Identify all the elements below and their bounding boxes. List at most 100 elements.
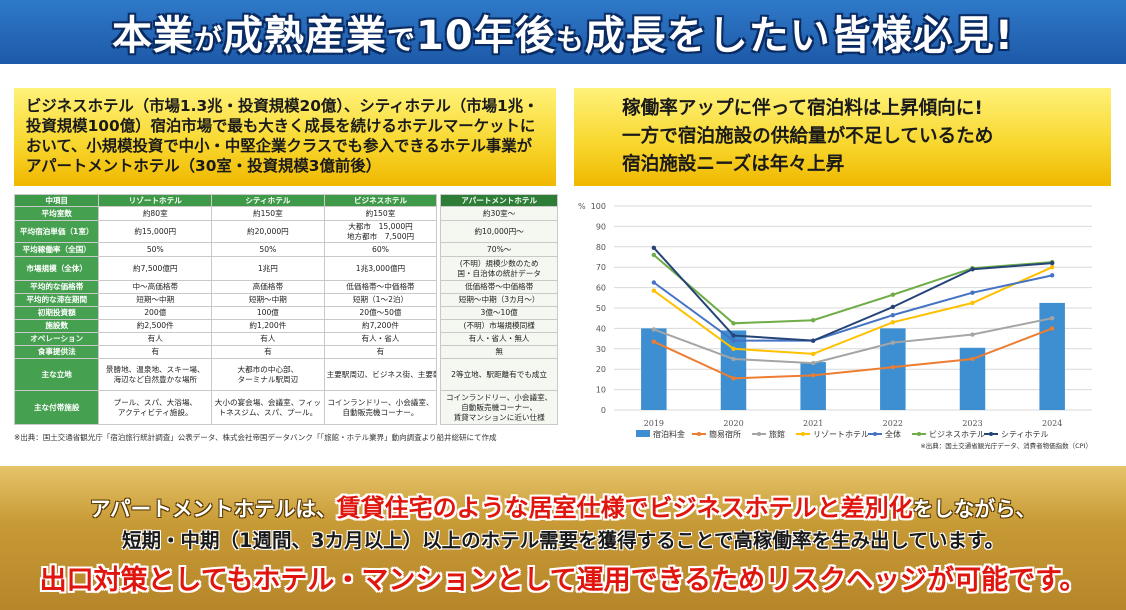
table-cell: 約80室 bbox=[98, 206, 213, 221]
table-cell: 約150室 bbox=[323, 206, 438, 221]
table-cell: 有 bbox=[211, 345, 325, 359]
series-point bbox=[890, 304, 896, 310]
table-row: 初期投資額 200億 100億 20億〜50億 3億〜10億 bbox=[13, 306, 558, 320]
series-point bbox=[970, 267, 975, 272]
table-cell: (不明）市場規模同様 bbox=[440, 319, 558, 333]
bottom-line-1c: をしながら、 bbox=[912, 497, 1037, 521]
table-cell: 有人 bbox=[211, 332, 325, 346]
y-tick-label: 100 bbox=[591, 202, 606, 211]
bottom-line-3: 出口対策としてもホテル・マンションとして運用できるためリスクヘッジが可能です。 bbox=[39, 565, 1087, 596]
table-row-header: 施設数 bbox=[13, 319, 100, 333]
table-cell: プール、スパ、大浴場、 アクティビティ施設。 bbox=[98, 390, 213, 425]
table-cell: 約15,000円 bbox=[98, 220, 213, 243]
y-tick-label: 80 bbox=[596, 243, 606, 252]
table-cell: 約7,500億円 bbox=[98, 256, 213, 281]
right-heading-box: 稼働率アップに伴って宿泊料は上昇傾向に! 一方で宿泊施設の供給量が不足しているた… bbox=[574, 88, 1111, 186]
table-cell: 有人・省人 bbox=[323, 332, 438, 346]
table-header-cell: シティホテル bbox=[211, 194, 325, 207]
x-tick-label: 2021 bbox=[803, 419, 823, 428]
table-header-cell: 中項目 bbox=[13, 194, 100, 207]
table-cell: 主要駅周辺、ビジネス街、主要幹 bbox=[323, 358, 438, 391]
table-cell: (不明）規模少数のため 国・自治体の統計データ bbox=[440, 256, 558, 281]
table-cell: 2等立地、駅距離有でも成立 bbox=[440, 358, 558, 391]
series-point bbox=[731, 333, 736, 338]
hotel-comparison-table: 中項目 リゾートホテル シティホテル ビジネスホテル アパートメントホテル 平均… bbox=[13, 194, 558, 425]
left-source-note: ※出典：国土交通省観光庁「宿泊旅行統計調査」公表データ、株式会社帝国データバンク… bbox=[14, 433, 497, 442]
table-cell: 約20,000円 bbox=[211, 220, 325, 243]
chart-source-note: ※出典：国土交通省観光庁データ、消費者物価指数（CPI） bbox=[920, 441, 1092, 450]
bottom-line-2: 短期・中期（1週間、3カ月以上）以上のホテル需要を獲得することで高稼働率を生み出… bbox=[121, 529, 1005, 552]
series-point bbox=[1049, 273, 1055, 278]
series-point bbox=[1049, 316, 1055, 321]
table-row: 主な立地 景勝地、温泉地、スキー場、 海辺など自然豊かな場所 大都市の中心部、 ターミナ… bbox=[13, 358, 558, 391]
table-cell: コインランドリー、小会議室、 自動販売機コーナー。 bbox=[323, 390, 438, 425]
table-row: オペレーション 有人 有人 有人・省人 有人・省人・無人 bbox=[13, 332, 558, 346]
right-heading-line: 一方で宿泊施設の供給量が不足しているため bbox=[622, 126, 994, 147]
table-row-header: 主な立地 bbox=[13, 358, 100, 391]
series-point bbox=[1049, 326, 1055, 331]
banner-text-8: をしたい皆様必見! bbox=[666, 13, 1014, 59]
series-line bbox=[653, 327, 1053, 380]
table-header-cell: アパートメントホテル bbox=[440, 194, 558, 207]
bottom-banner: アパートメントホテルは、賃貸住宅のような居室仕様でビジネスホテルと差別化をしなが… bbox=[0, 466, 1126, 610]
table-row-header: 平均室数 bbox=[13, 206, 100, 221]
series-point bbox=[731, 376, 736, 381]
chart-svg: 0 10 20 30 40 50 60 70 80 90 100% 2019 2020 2021 2022 2… bbox=[578, 202, 1092, 450]
series-point bbox=[810, 318, 816, 323]
legend-label: ビジネスホテル bbox=[929, 430, 985, 439]
series-line bbox=[653, 274, 1053, 342]
legend-label: 旅館 bbox=[769, 429, 785, 439]
series-point bbox=[651, 245, 657, 251]
table-cell: 低価格帯〜中価格帯 bbox=[440, 280, 558, 294]
y-tick-label: 90 bbox=[596, 222, 606, 231]
table-cell: 有 bbox=[323, 345, 438, 359]
series-point bbox=[810, 360, 816, 366]
left-intro-box: ビジネスホテル（市場1.3兆・投資規模20億）、シティホテル（市場1兆・ 投資規… bbox=[14, 88, 556, 186]
table-cell: 3億〜10億 bbox=[440, 306, 558, 320]
legend-label: 簡易宿所 bbox=[709, 429, 741, 439]
table-row-header: 市場規模（全体） bbox=[13, 256, 100, 281]
series-point bbox=[651, 288, 657, 293]
table-cell: 大都市の中心部、 ターミナル駅周辺 bbox=[211, 358, 325, 391]
table-cell: 無 bbox=[440, 345, 558, 359]
table-row: 平均宿泊単価（1室） 約15,000円 約20,000円 大都市 15,000円 地方都… bbox=[13, 220, 558, 243]
table-cell: 景勝地、温泉地、スキー場、 海辺など自然豊かな場所 bbox=[98, 358, 213, 391]
table-row-header: オペレーション bbox=[13, 332, 100, 346]
table-cell: 約150室 bbox=[211, 206, 325, 221]
table-cell: 50% bbox=[98, 242, 213, 257]
series-point bbox=[731, 338, 736, 343]
y-tick-label: 60 bbox=[596, 284, 606, 293]
table-row: 平均的な滞在期間 短期〜中期 短期〜中期 短期（1〜2泊） 短期〜中期（3カ月〜） bbox=[13, 293, 558, 307]
table-cell: 1兆3,000億円 bbox=[323, 256, 438, 281]
table-cell: 約7,200件 bbox=[323, 319, 438, 333]
series-point bbox=[651, 280, 657, 285]
table-cell: 200億 bbox=[98, 306, 213, 320]
right-heading-line: 稼働率アップに伴って宿泊料は上昇傾向に! bbox=[622, 98, 983, 119]
y-tick-label: 70 bbox=[596, 263, 606, 272]
legend-label: 宿泊料金 bbox=[653, 429, 685, 439]
series-point bbox=[890, 364, 896, 370]
banner-text-1: 本業 bbox=[112, 13, 195, 59]
table-cell: 高価格帯 bbox=[211, 280, 325, 294]
series-point bbox=[651, 339, 657, 344]
y-axis-label: % bbox=[578, 202, 586, 211]
table-cell: 20億〜50億 bbox=[323, 306, 438, 320]
table-cell: 短期〜中期（3カ月〜） bbox=[440, 293, 558, 307]
table-cell: コインランドリー、小会議室、 自動販売機コーナー、 賃貸マンションに近い仕様 bbox=[440, 390, 558, 425]
series-line bbox=[653, 247, 1053, 342]
series-point bbox=[731, 346, 736, 351]
banner-headline: 本業が成熟産業で10年後も成長をしたい皆様必見! bbox=[112, 3, 1014, 61]
table-row-header: 初期投資額 bbox=[13, 306, 100, 320]
left-intro-line: おいて、小規模投資で中小・中堅企業クラスでも参入できるホテル事業が bbox=[26, 137, 533, 155]
table-cell: 有人・省人・無人 bbox=[440, 332, 558, 346]
banner-text-6: も bbox=[555, 23, 585, 56]
table-cell: 60% bbox=[323, 242, 438, 257]
table-row: 平均稼働率（全国） 50% 50% 60% 70%〜 bbox=[13, 242, 558, 257]
table-row-header: 平均宿泊単価（1室） bbox=[13, 220, 100, 243]
series-point bbox=[890, 312, 896, 318]
table-cell: 短期（1〜2泊） bbox=[323, 293, 438, 307]
table-header-row: 中項目 リゾートホテル シティホテル ビジネスホテル アパートメントホテル bbox=[13, 194, 558, 207]
table-row: 食事提供法有有有無 bbox=[13, 345, 558, 359]
banner-text-3: 成熟産業 bbox=[223, 13, 388, 59]
series-point bbox=[651, 327, 657, 332]
